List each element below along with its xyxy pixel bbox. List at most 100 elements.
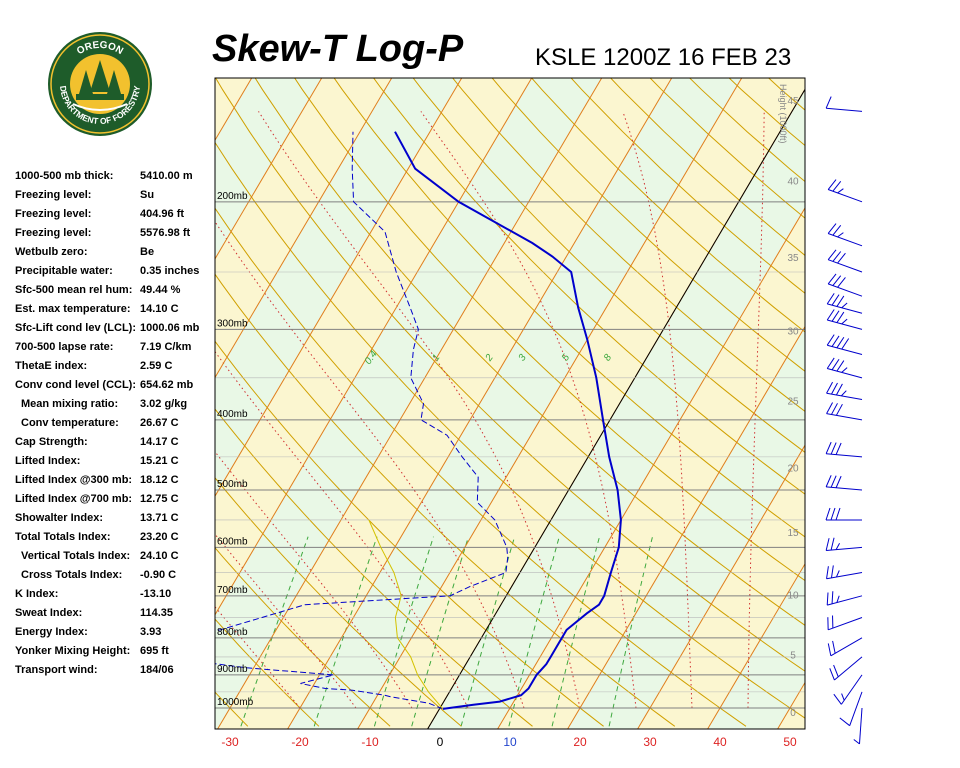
height-tick-label: 10 <box>787 590 799 601</box>
wind-barb-feather <box>833 664 839 677</box>
stat-label: Yonker Mixing Height: <box>15 645 131 657</box>
mixing-ratio-label: 5 <box>560 352 572 363</box>
wind-barb-staff <box>830 637 863 657</box>
wind-barb <box>825 475 863 491</box>
stat-value: -0.90 C <box>140 569 177 581</box>
stat-label: K Index: <box>15 588 59 600</box>
wind-barb-feather <box>835 442 842 455</box>
stat-value: -13.10 <box>140 588 172 600</box>
stat-row: Vertical Totals Index: 24.10 C <box>15 548 210 567</box>
stat-label: Cap Strength: <box>15 436 88 448</box>
temperature-band <box>848 78 960 729</box>
stat-value: 3.02 g/kg <box>140 398 188 410</box>
wind-barb-feather <box>825 538 830 551</box>
wind-barb-feather <box>826 309 835 321</box>
wind-barb <box>825 441 863 458</box>
moist-adiabat-line <box>215 350 469 709</box>
wind-barb-feather <box>826 293 835 305</box>
wind-barb <box>826 334 863 356</box>
wind-barb-staff <box>827 319 863 330</box>
pressure-label: 200mb <box>217 191 248 202</box>
isotherm-line <box>0 78 42 729</box>
wind-barb-feather <box>827 223 837 234</box>
wind-barb-feather <box>831 335 840 347</box>
wind-barb-feather <box>830 565 834 578</box>
stat-value: 1000.06 mb <box>140 322 200 334</box>
isotherm-line <box>215 78 253 142</box>
wind-barb-feather <box>833 693 842 705</box>
wind-barb-feather <box>837 252 846 264</box>
wind-barb-feather <box>830 507 836 521</box>
stat-row: Lifted Index: 15.21 C <box>15 453 210 472</box>
wind-barb-feather <box>825 475 832 488</box>
temperature-profile <box>394 131 622 710</box>
wind-barb <box>827 273 863 297</box>
stat-value: 0.35 inches <box>140 265 200 277</box>
stat-label: Sweat Index: <box>15 607 83 619</box>
stat-value: 13.71 C <box>140 512 179 524</box>
wind-barb-feather <box>841 318 848 325</box>
stat-row: Precipitable water: 0.35 inches <box>15 263 210 282</box>
stat-value: 23.20 C <box>140 531 179 543</box>
pressure-label: 300mb <box>217 318 248 329</box>
moist-adiabat-line <box>420 111 637 709</box>
dry-adiabat-line <box>294 78 805 582</box>
mixing-ratio-line <box>313 536 378 727</box>
height-tick-label: 20 <box>787 464 799 475</box>
wind-barb-staff <box>826 546 863 551</box>
temperature-band <box>0 78 112 729</box>
moist-adiabat-line <box>747 111 765 708</box>
wind-barb-feather <box>837 232 844 238</box>
stat-value: 14.17 C <box>140 436 179 448</box>
wind-barb <box>827 179 863 203</box>
mixing-ratio-label: 3 <box>517 352 529 363</box>
stat-value: 695 ft <box>140 645 169 657</box>
x-tick-label: 50 <box>783 735 797 749</box>
pressure-label: 600mb <box>217 536 248 547</box>
height-tick-label: 45 <box>787 96 799 107</box>
stat-label: Lifted Index @700 mb: <box>15 493 133 505</box>
mixing-ratio-line <box>551 536 600 727</box>
wind-barb-staff <box>827 368 863 379</box>
wind-barb-feather <box>835 383 843 396</box>
wind-barb-feather <box>841 693 845 701</box>
wind-barb-staff <box>827 595 863 606</box>
wind-barb-feather <box>832 181 842 192</box>
pressure-label: 800mb <box>217 627 248 638</box>
wind-barb <box>826 293 863 314</box>
mixing-ratio-line <box>608 536 653 727</box>
wind-barb-staff <box>826 107 863 112</box>
stat-value: 404.96 ft <box>140 208 185 220</box>
stat-label: Conv cond level (CCL): <box>15 379 137 391</box>
dry-adiabat-line <box>0 41 105 726</box>
wind-barb <box>827 223 863 247</box>
stat-row: Conv temperature: 26.67 C <box>15 415 210 434</box>
wind-barb-feather <box>837 277 846 288</box>
height-tick-label: 25 <box>787 396 799 407</box>
wind-barb <box>825 96 863 112</box>
wind-barb <box>826 565 863 580</box>
wind-barb-feather <box>825 96 832 109</box>
mixing-ratio-line <box>508 536 560 727</box>
isotherm-line <box>357 78 743 729</box>
wind-barb-feather <box>825 507 831 521</box>
wind-barb <box>827 637 863 657</box>
stat-row: ThetaE index: 2.59 C <box>15 358 210 377</box>
x-tick-label: -10 <box>361 735 379 749</box>
stat-value: 114.35 <box>140 607 174 619</box>
height-tick-label: 15 <box>787 528 799 539</box>
pressure-label: 400mb <box>217 409 248 420</box>
dry-adiabat-line <box>373 78 805 495</box>
station-datetime: KSLE 1200Z 16 FEB 23 <box>535 44 792 71</box>
stat-row: Est. max temperature: 14.10 C <box>15 301 210 320</box>
wind-barb <box>833 674 863 705</box>
wind-barb-feather <box>837 188 844 194</box>
stat-label: Freezing level: <box>15 208 92 220</box>
dry-adiabat-line <box>333 78 805 538</box>
dry-adiabat-line <box>412 78 805 453</box>
wind-barb-feather <box>827 179 837 190</box>
isotherm-line <box>215 78 323 260</box>
stat-row: Energy Index: 3.93 <box>15 624 210 643</box>
height-tick-label: 35 <box>787 253 799 264</box>
